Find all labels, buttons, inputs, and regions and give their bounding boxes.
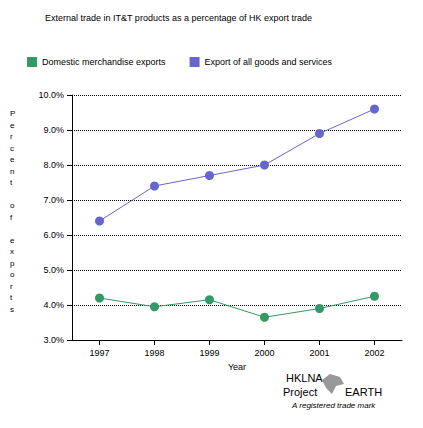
svg-text:s: s	[10, 305, 14, 314]
svg-text:1998: 1998	[144, 348, 164, 358]
svg-text:e: e	[10, 121, 15, 130]
svg-text:Project: Project	[283, 386, 317, 398]
svg-text:Export of all goods and servic: Export of all goods and services	[205, 57, 333, 67]
svg-text:p: p	[10, 259, 15, 268]
svg-text:o: o	[10, 201, 15, 210]
svg-text:r: r	[10, 282, 13, 291]
svg-text:e: e	[10, 236, 15, 245]
svg-text:5.0%: 5.0%	[43, 265, 64, 275]
svg-text:P: P	[10, 109, 15, 118]
svg-text:9.0%: 9.0%	[43, 125, 64, 135]
svg-text:o: o	[10, 270, 15, 279]
svg-text:f: f	[10, 213, 13, 222]
svg-text:Domestic merchandise exports: Domestic merchandise exports	[42, 57, 166, 67]
svg-text:c: c	[10, 144, 14, 153]
svg-text:8.0%: 8.0%	[43, 160, 64, 170]
svg-text:External trade in IT&T product: External trade in IT&T products as a per…	[45, 13, 312, 23]
svg-text:6.0%: 6.0%	[43, 230, 64, 240]
svg-text:4.0%: 4.0%	[43, 300, 64, 310]
svg-text:HKLNA: HKLNA	[286, 372, 323, 384]
svg-text:2002: 2002	[364, 348, 384, 358]
svg-text:Year: Year	[228, 362, 246, 372]
svg-text:x: x	[10, 247, 14, 256]
svg-text:r: r	[10, 132, 13, 141]
svg-text:3.0%: 3.0%	[43, 335, 64, 345]
svg-text:A registered trade mark: A registered trade mark	[291, 401, 376, 410]
svg-text:t: t	[10, 178, 13, 187]
svg-text:e: e	[10, 155, 15, 164]
svg-text:n: n	[10, 167, 14, 176]
svg-text:1999: 1999	[199, 348, 219, 358]
svg-text:2000: 2000	[254, 348, 274, 358]
svg-text:10.0%: 10.0%	[38, 90, 64, 100]
svg-text:EARTH: EARTH	[345, 386, 382, 398]
svg-text:7.0%: 7.0%	[43, 195, 64, 205]
svg-text:t: t	[10, 293, 13, 302]
svg-text:2001: 2001	[309, 348, 329, 358]
svg-text:1997: 1997	[89, 348, 109, 358]
